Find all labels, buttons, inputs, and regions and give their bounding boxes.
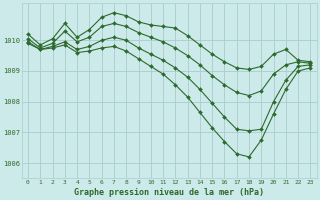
X-axis label: Graphe pression niveau de la mer (hPa): Graphe pression niveau de la mer (hPa) xyxy=(74,188,264,197)
